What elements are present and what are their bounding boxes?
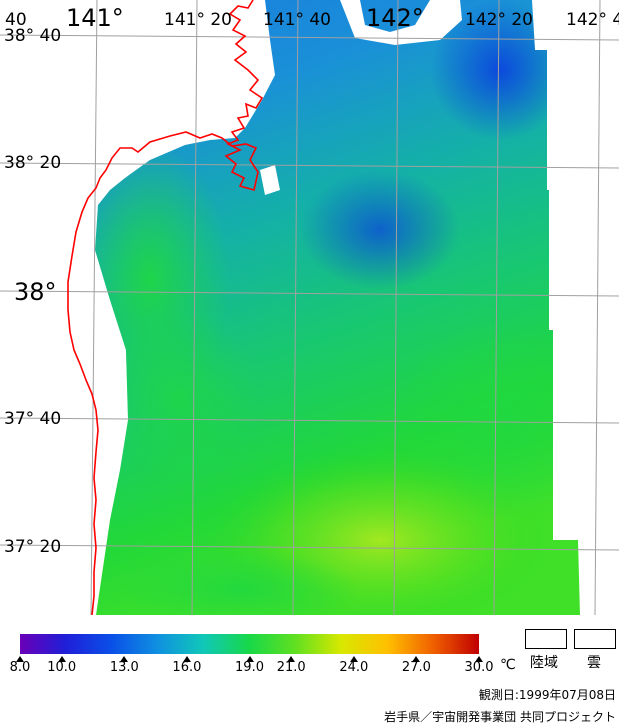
coastline <box>67 0 264 615</box>
legend-tick-label: 10.0 <box>47 660 77 675</box>
lat-label-37-40: 37° 40 <box>4 409 62 429</box>
legend-tick-mark <box>475 656 483 662</box>
credit-line: 岩手県／宇宙開発事業団 共同プロジェクト <box>384 710 616 724</box>
lon-label-141-40: 141° 40 <box>263 10 331 30</box>
legend-tick-mark <box>182 656 191 662</box>
legend-tick-mark <box>120 656 129 662</box>
observation-date: 観測日:1999年07月08日 <box>478 688 616 702</box>
lat-label-38-40: 38° 40 <box>4 26 62 46</box>
lat-label-38: 38° <box>14 278 57 306</box>
lat-label-37-20: 37° 20 <box>4 537 62 557</box>
lon-label-141: 141° <box>66 4 124 32</box>
lon-label-141-20: 141° 20 <box>164 10 232 30</box>
lat-label-38-20: 38° 20 <box>4 153 62 173</box>
lon-label-142: 142° <box>366 4 424 32</box>
legend-tick-mark <box>16 656 24 662</box>
legend-tick-mark <box>245 656 254 662</box>
legend-tick-label: 19.0 <box>235 660 264 675</box>
lon-label-142-40: 142° 4 <box>566 10 619 30</box>
cloud-label: 雲 <box>587 655 601 671</box>
legend-tick-label: 16.0 <box>172 660 202 675</box>
sea-surface-temperature-map <box>0 0 619 615</box>
legend-tick-label: 13.0 <box>109 660 139 675</box>
temperature-color-scale <box>20 634 479 654</box>
legend-tick-label: 8.0 <box>9 660 31 675</box>
legend-tick-mark <box>349 656 358 662</box>
land-swatch <box>525 629 567 649</box>
legend-tick-label: 30.0 <box>464 660 494 675</box>
legend-tick-label: 27.0 <box>401 660 431 675</box>
legend-tick-mark <box>412 656 421 662</box>
cloud-swatch <box>574 629 616 649</box>
lon-label-142-20: 142° 20 <box>465 10 533 30</box>
legend-tick-label: 24.0 <box>339 660 369 675</box>
legend-tick-mark <box>287 656 296 662</box>
lon-label-140-40: 40 <box>5 10 27 30</box>
legend-tick-label: 21.0 <box>276 660 306 675</box>
legend-tick-mark <box>57 656 66 662</box>
land-label: 陸域 <box>530 655 558 671</box>
unit-label: ℃ <box>500 657 516 673</box>
